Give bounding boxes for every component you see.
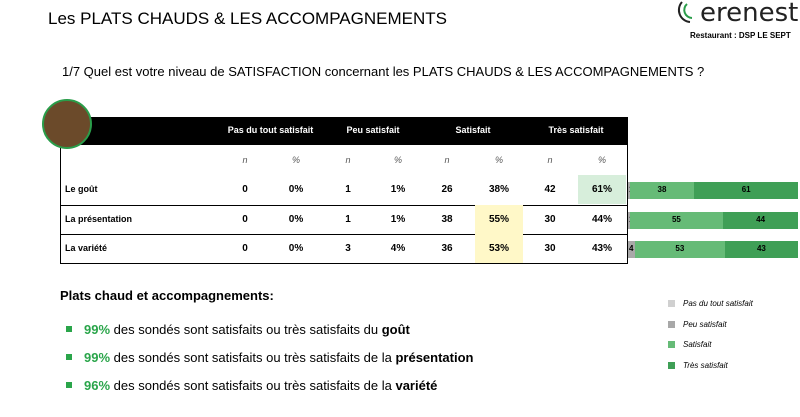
column-header: Peu satisfait <box>346 125 400 135</box>
n-cell: 36 <box>441 243 453 254</box>
highlight <box>578 175 626 204</box>
subheader: % <box>494 155 504 165</box>
bar-label: 38 <box>657 185 667 194</box>
n-cell: 3 <box>345 243 351 254</box>
bullet <box>66 382 72 388</box>
pct-cell: 0% <box>288 184 304 195</box>
summary-bold: présentation <box>395 350 474 365</box>
pct-cell: 1% <box>390 214 406 225</box>
summary-line: 96% des sondés sont satisfaits ou très s… <box>84 378 437 393</box>
bullet <box>66 326 72 332</box>
summary-text: des sondés sont satisfaits ou très satis… <box>110 322 382 337</box>
subheader: n <box>444 155 450 165</box>
legend-swatch <box>668 320 675 328</box>
row-label: La présentation <box>65 214 133 224</box>
n-cell: 0 <box>242 214 248 225</box>
table-frame <box>60 145 628 264</box>
subheader: % <box>597 155 607 165</box>
row-label: Le goût <box>65 184 98 194</box>
pct-cell: 53% <box>488 243 510 254</box>
subheader: n <box>547 155 553 165</box>
summary-text: des sondés sont satisfaits ou très satis… <box>110 350 396 365</box>
bar-label: 44 <box>756 215 766 224</box>
bar-segment: 43 <box>724 241 798 258</box>
n-cell: 38 <box>441 214 453 225</box>
bar-label: 53 <box>675 244 685 253</box>
n-cell: 1 <box>345 184 351 195</box>
pct-cell: 61% <box>591 184 613 195</box>
bar-segment: 44 <box>723 212 798 229</box>
bar-segment: 4 <box>628 241 635 258</box>
bar-label: 61 <box>741 185 751 194</box>
n-cell: 0 <box>242 243 248 254</box>
summary-line: 99% des sondés sont satisfaits ou très s… <box>84 350 473 365</box>
legend-label: Pas du tout satisfait <box>683 299 753 308</box>
restaurant: Restaurant : DSP LE SEPT <box>690 31 791 40</box>
subheader: % <box>291 155 301 165</box>
title: Les PLATS CHAUDS & LES ACCOMPAGNEMENTS <box>48 9 447 28</box>
summary-title: Plats chaud et accompagnements: <box>60 288 274 303</box>
summary-text: des sondés sont satisfaits ou très satis… <box>110 378 396 393</box>
bar-label: 4 <box>629 244 634 253</box>
legend-swatch <box>668 300 675 307</box>
summary-line: 99% des sondés sont satisfaits ou très s… <box>84 322 410 337</box>
bar-label: 43 <box>756 244 766 253</box>
bar-label: 55 <box>671 215 681 224</box>
pct-cell: 1% <box>390 184 406 195</box>
pct-cell: 38% <box>488 184 510 195</box>
subheader: % <box>393 155 403 165</box>
bullet <box>66 354 72 360</box>
logo-icon <box>677 1 693 23</box>
bar-segment: 53 <box>634 241 725 258</box>
column-header: Très satisfait <box>548 125 604 135</box>
bar-segment: 61 <box>694 182 798 199</box>
summary-pct: 99% <box>84 322 111 337</box>
row-border <box>60 234 628 235</box>
logo: erenest <box>700 0 799 28</box>
n-cell: 30 <box>544 243 556 254</box>
row-label: La variété <box>65 243 108 253</box>
legend-label: Peu satisfait <box>683 319 727 329</box>
summary-bold: variété <box>395 378 438 393</box>
subheader: n <box>242 155 248 165</box>
row-border <box>60 205 628 206</box>
pct-cell: 55% <box>488 214 510 225</box>
legend-swatch <box>668 341 675 348</box>
n-cell: 0 <box>242 184 248 195</box>
legend-swatch <box>668 361 675 369</box>
pct-cell: 44% <box>591 214 613 225</box>
column-header: Pas du tout satisfait <box>227 125 314 135</box>
highlight <box>475 234 523 263</box>
subheader: n <box>345 155 351 165</box>
n-cell: 42 <box>544 184 556 195</box>
summary-pct: 99% <box>84 350 111 365</box>
legend-label: Très satisfait <box>683 360 728 370</box>
summary-pct: 96% <box>84 378 111 393</box>
n-cell: 1 <box>345 214 351 225</box>
n-cell: 26 <box>441 184 453 195</box>
pct-cell: 0% <box>288 214 304 225</box>
bar-segment: 38 <box>629 182 695 199</box>
highlight <box>475 205 523 234</box>
pct-cell: 4% <box>390 243 406 254</box>
pct-cell: 0% <box>288 243 304 254</box>
dish-icon <box>42 99 92 149</box>
pct-cell: 43% <box>591 243 613 254</box>
n-cell: 30 <box>544 214 556 225</box>
table-header <box>60 117 628 145</box>
legend-label: Satisfait <box>683 340 712 349</box>
question: 1/7 Quel est votre niveau de SATISFACTIO… <box>62 64 705 79</box>
bar-segment: 55 <box>629 212 724 229</box>
column-header: Satisfait <box>455 125 491 135</box>
summary-bold: goût <box>381 322 410 337</box>
